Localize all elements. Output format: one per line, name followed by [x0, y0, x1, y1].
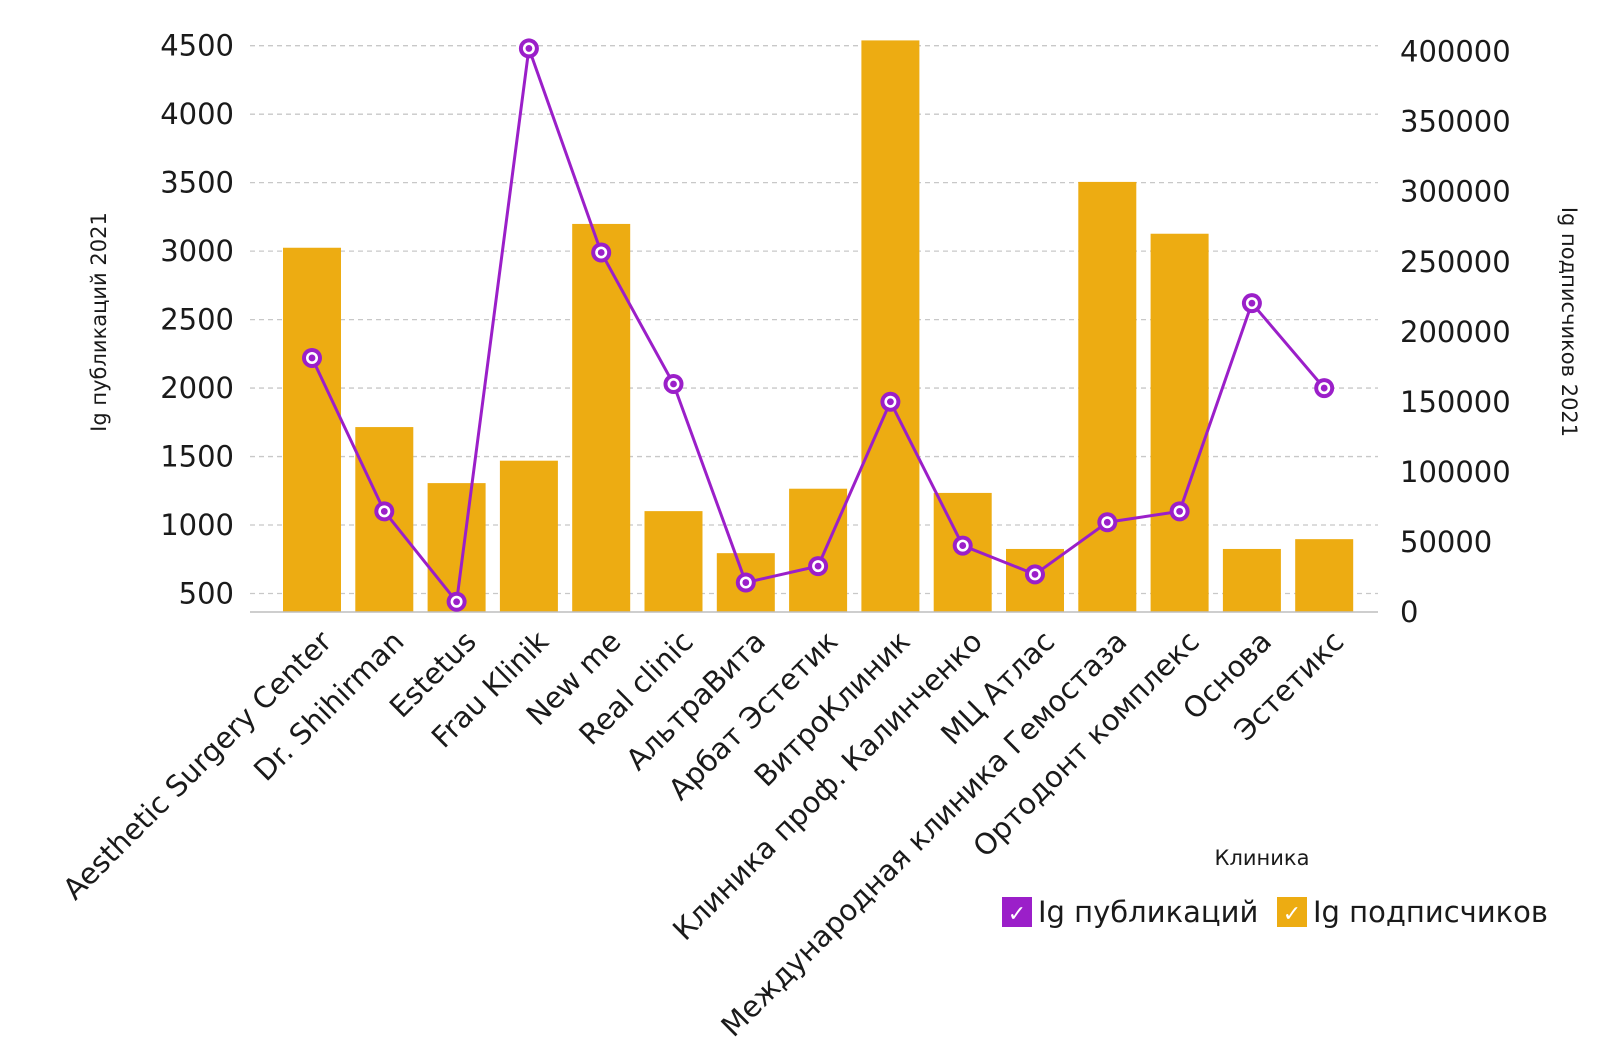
- bar[interactable]: [1222, 548, 1281, 612]
- line-point[interactable]: [1241, 293, 1262, 314]
- left-tick-label: 3000: [160, 234, 234, 268]
- line-point[interactable]: [1169, 501, 1190, 522]
- category-label: Aesthetic Surgery Center: [56, 624, 338, 906]
- legend-item-ig-publications[interactable]: ✓ Ig публикаций: [1002, 895, 1258, 929]
- line-point[interactable]: [735, 572, 756, 593]
- right-tick-label: 0: [1400, 595, 1418, 629]
- line-point[interactable]: [591, 242, 612, 263]
- legend-swatch-ig-subscribers: [1277, 897, 1307, 927]
- right-tick-label: 400000: [1400, 35, 1511, 69]
- line-point[interactable]: [374, 501, 395, 522]
- bars-ig-subscribers: [283, 40, 1354, 613]
- line-ig-publications: [302, 38, 1335, 612]
- right-tick-label: 50000: [1400, 525, 1492, 559]
- legend-swatch-ig-publications: [1002, 897, 1032, 927]
- line-point[interactable]: [1314, 378, 1335, 399]
- left-tick-label: 2500: [160, 303, 234, 337]
- legend-title: Клиника: [1215, 846, 1310, 870]
- left-tick-label: 4500: [160, 29, 234, 63]
- line-point[interactable]: [1097, 512, 1118, 533]
- legend-item-ig-subscribers[interactable]: ✓ Ig подписчиков: [1277, 895, 1548, 929]
- legend-label-ig-publications: Ig публикаций: [1038, 895, 1258, 929]
- right-tick-label: 350000: [1400, 105, 1511, 139]
- bar[interactable]: [572, 223, 631, 612]
- left-axis-title: Ig публикаций 2021: [87, 212, 111, 432]
- bar[interactable]: [861, 40, 920, 612]
- right-axis-title: Ig подписчиков 2021: [1557, 207, 1581, 437]
- left-tick-label: 1000: [160, 508, 234, 542]
- check-icon: ✓: [1283, 902, 1301, 927]
- left-tick-label: 2000: [160, 371, 234, 405]
- left-tick-label: 1500: [160, 440, 234, 474]
- bar[interactable]: [283, 247, 341, 613]
- left-tick-label: 3500: [160, 166, 234, 200]
- bar[interactable]: [789, 488, 848, 612]
- line-point[interactable]: [663, 373, 684, 394]
- bar[interactable]: [1078, 181, 1137, 612]
- right-tick-label: 200000: [1400, 315, 1511, 349]
- right-tick-label: 100000: [1400, 455, 1511, 489]
- bar[interactable]: [499, 460, 558, 612]
- right-tick-label: 250000: [1400, 245, 1511, 279]
- right-tick-label: 150000: [1400, 385, 1511, 419]
- line-point[interactable]: [1025, 564, 1045, 585]
- bar[interactable]: [1150, 233, 1209, 612]
- bar[interactable]: [1295, 539, 1354, 612]
- bar[interactable]: [644, 511, 703, 612]
- line-point[interactable]: [880, 391, 901, 412]
- left-tick-label: 500: [179, 577, 234, 611]
- right-tick-label: 300000: [1400, 175, 1511, 209]
- right-axis-ticks: 0 50000 100000 150000 200000 250000 300000 3500…: [1400, 35, 1511, 629]
- check-icon: ✓: [1008, 902, 1026, 927]
- legend-label-ig-subscribers: Ig подписчиков: [1313, 895, 1548, 929]
- line-point[interactable]: [952, 535, 973, 556]
- line-point[interactable]: [518, 38, 539, 59]
- line-point[interactable]: [302, 347, 322, 368]
- left-axis-ticks: 500 1000 1500 2000 2500 3000 3500 4000 4500: [160, 29, 234, 611]
- line-point[interactable]: [446, 591, 467, 612]
- left-tick-label: 4000: [160, 97, 234, 131]
- legend: ✓ Ig публикаций ✓ Ig подписчиков: [1002, 895, 1548, 929]
- line-point[interactable]: [808, 556, 829, 577]
